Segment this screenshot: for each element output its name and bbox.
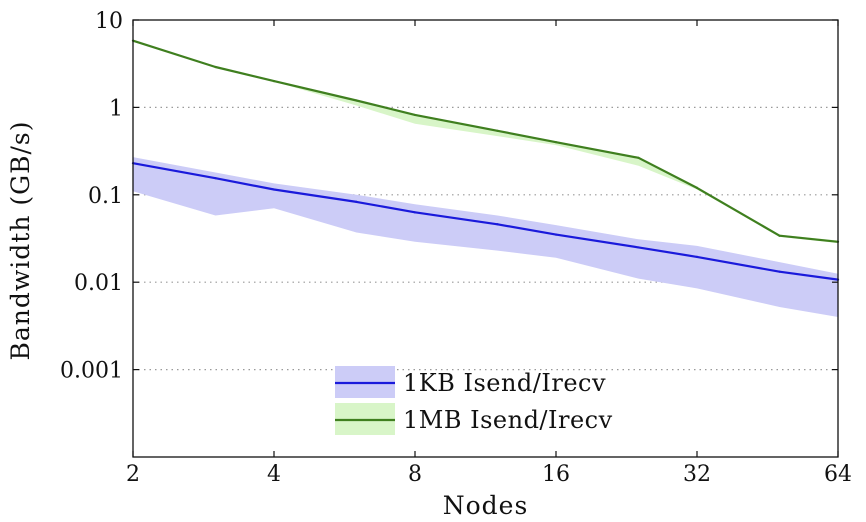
point-series-0-7 [637, 246, 640, 249]
point-series-0-4 [413, 211, 417, 214]
point-series-0-6 [554, 233, 558, 236]
band-series-0 [133, 157, 838, 317]
confidence-bands [133, 40, 838, 317]
point-series-1-1 [214, 65, 217, 69]
point-series-0-2 [272, 188, 276, 191]
legend-label-1mb: 1MB Isend/Irecv [403, 406, 613, 434]
legend-label-1kb: 1KB Isend/Irecv [403, 369, 606, 397]
x-tick-label-1: 4 [267, 462, 281, 487]
x-axis-title: Nodes [443, 491, 529, 520]
x-tick-label-0: 2 [126, 462, 140, 487]
point-series-0-5 [496, 223, 499, 226]
y-tick-label-0: 0.001 [60, 359, 123, 384]
point-series-0-3 [355, 200, 358, 203]
x-tick-label-4: 32 [683, 462, 711, 487]
legend: 1KB Isend/Irecv 1MB Isend/Irecv [335, 366, 613, 435]
tick-labels: 2 4 8 16 32 64 0.001 0.01 0.1 1 10 [60, 9, 852, 487]
point-series-1-9 [778, 234, 781, 237]
x-tick-label-5: 64 [824, 462, 852, 487]
point-series-0-8 [695, 255, 699, 258]
plot-frame [132, 19, 839, 458]
y-tick-label-2: 0.1 [88, 184, 123, 209]
point-series-1-4 [413, 113, 417, 117]
axis-ticks [132, 19, 839, 457]
point-series-0-1 [214, 177, 217, 180]
point-series-1-3 [355, 99, 358, 102]
point-series-0-9 [778, 270, 781, 273]
point-series-1-7 [637, 156, 640, 159]
grid-lines [133, 106, 838, 371]
point-series-1-8 [695, 186, 699, 189]
y-axis-title: Bandwidth (GB/s) [6, 121, 35, 361]
point-series-1-6 [554, 141, 558, 144]
y-tick-label-1: 0.01 [74, 271, 123, 296]
x-tick-label-2: 8 [408, 462, 422, 487]
y-tick-label-3: 1 [109, 96, 123, 121]
x-tick-label-3: 16 [542, 462, 570, 487]
point-series-1-5 [496, 129, 499, 132]
point-series-1-2 [272, 79, 276, 83]
y-tick-label-4: 10 [95, 9, 123, 34]
band-series-1 [133, 40, 838, 244]
